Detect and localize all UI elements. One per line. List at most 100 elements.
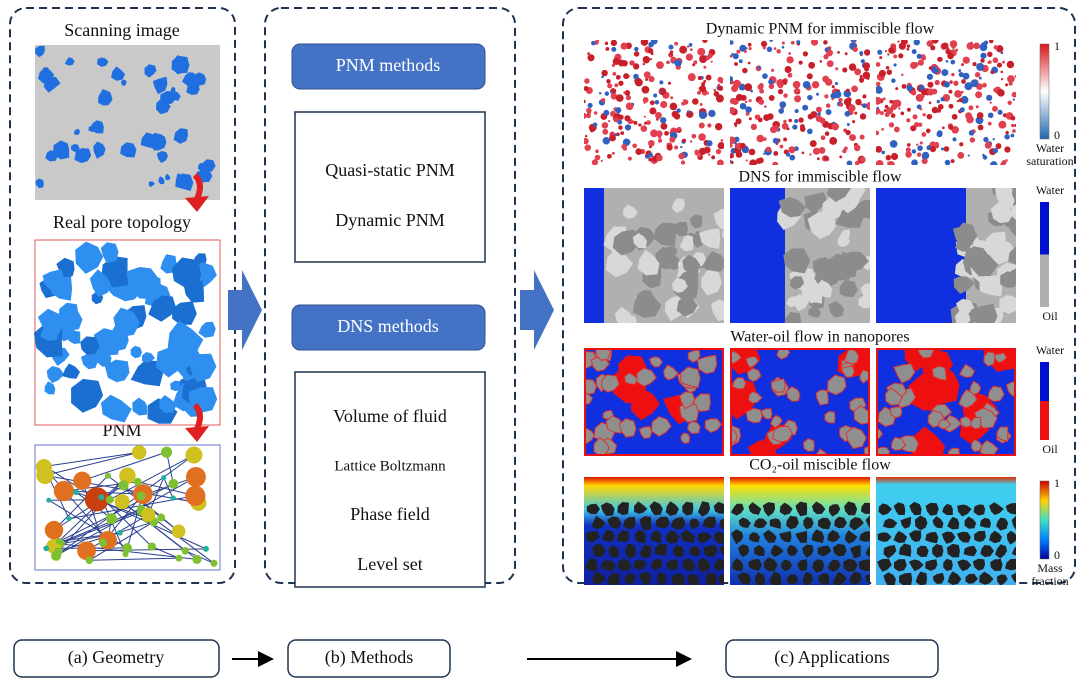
pore-sphere: [669, 137, 675, 143]
pore-body: [134, 478, 142, 486]
legend-label: 1: [1054, 39, 1060, 53]
pore-sphere: [821, 135, 826, 140]
grain: [681, 433, 690, 443]
pore-sphere: [976, 105, 979, 108]
pore-sphere: [876, 62, 881, 67]
pore-sphere: [739, 59, 743, 63]
legend-label: Water: [1036, 141, 1064, 155]
pore-sphere: [708, 53, 713, 58]
pore-sphere: [954, 90, 962, 98]
pore-sphere: [749, 47, 752, 50]
pore-sphere: [1001, 78, 1003, 80]
pore-sphere: [1002, 61, 1005, 64]
pore-sphere: [648, 158, 651, 161]
pore-sphere: [881, 151, 885, 155]
pore-sphere: [866, 102, 874, 110]
pore-sphere: [624, 115, 630, 121]
pore-sphere: [660, 117, 666, 123]
pore-sphere: [929, 102, 932, 105]
pore-sphere: [779, 101, 786, 108]
pore-sphere: [612, 72, 616, 76]
pore-sphere: [862, 103, 867, 108]
pore-sphere: [602, 122, 609, 129]
pore-sphere: [990, 161, 997, 168]
pore-body: [132, 445, 146, 459]
pore-sphere: [834, 91, 842, 99]
legend-label: Water: [1036, 183, 1064, 197]
pore-sphere: [645, 78, 648, 81]
pore-body: [185, 486, 205, 506]
pore-sphere: [988, 122, 992, 126]
pore-sphere: [853, 47, 858, 52]
pore-sphere: [1012, 129, 1016, 133]
pore-sphere: [875, 86, 883, 94]
pore-sphere: [796, 40, 800, 44]
pore-sphere: [703, 80, 706, 83]
pore-sphere: [940, 97, 944, 101]
pore-sphere: [611, 40, 617, 46]
pore-sphere: [692, 98, 699, 105]
pore-sphere: [895, 87, 898, 90]
pore-sphere: [807, 129, 813, 135]
pore-sphere: [846, 130, 851, 135]
sim-image: [581, 38, 725, 167]
pore-sphere: [803, 81, 811, 89]
pore-sphere: [758, 99, 764, 105]
pore-sphere: [634, 51, 639, 56]
legend-label: 0: [1054, 128, 1060, 142]
pore-sphere: [992, 106, 998, 112]
pore-body: [85, 556, 93, 564]
pore-sphere: [711, 61, 713, 63]
pore-sphere: [1004, 134, 1010, 140]
pore-sphere: [704, 147, 711, 154]
water: [730, 188, 785, 323]
pore-sphere: [907, 143, 911, 147]
pore-sphere: [894, 127, 900, 133]
colorbar: [1040, 44, 1049, 139]
pore-sphere: [602, 129, 608, 135]
pore-sphere: [823, 40, 827, 44]
pore-sphere: [687, 110, 690, 113]
pore-sphere: [691, 134, 696, 139]
pore-sphere: [661, 123, 668, 130]
pore-sphere: [918, 60, 924, 66]
pore-sphere: [674, 42, 678, 46]
pore-sphere: [950, 60, 955, 65]
pore-sphere: [807, 73, 813, 79]
scan-image: [35, 45, 220, 200]
pore-sphere: [773, 151, 778, 156]
pore-sphere: [863, 62, 870, 69]
pore-sphere: [936, 66, 939, 69]
pore-sphere: [809, 153, 811, 155]
pore-sphere: [917, 145, 923, 151]
pore-sphere: [863, 94, 867, 98]
pore-sphere: [616, 75, 621, 80]
pore-sphere: [702, 38, 707, 43]
pore-sphere: [937, 108, 941, 112]
pore-sphere: [650, 129, 658, 137]
pore-sphere: [975, 72, 980, 77]
pore-sphere: [914, 122, 919, 127]
pore-sphere: [912, 49, 917, 54]
legend-label: 1: [1054, 476, 1060, 490]
pore-sphere: [859, 77, 864, 82]
pore-body: [99, 539, 107, 547]
pore-sphere: [643, 102, 645, 104]
pore-sphere: [854, 112, 857, 115]
pore-sphere: [937, 131, 943, 137]
pore-sphere: [634, 121, 638, 125]
pore-sphere: [729, 40, 734, 45]
pore-sphere: [718, 142, 725, 149]
pore-sphere: [791, 41, 795, 45]
pore-sphere: [693, 60, 697, 64]
grain: [746, 408, 762, 422]
pore-sphere: [749, 99, 752, 102]
pore-body: [45, 521, 63, 539]
geometry-label: Scanning image: [64, 20, 179, 40]
pore-sphere: [621, 42, 628, 49]
pore-sphere: [593, 123, 597, 127]
pore-body: [141, 508, 155, 522]
pore-body: [73, 472, 91, 490]
pore-sphere: [1007, 61, 1014, 68]
pore-sphere: [849, 63, 856, 70]
